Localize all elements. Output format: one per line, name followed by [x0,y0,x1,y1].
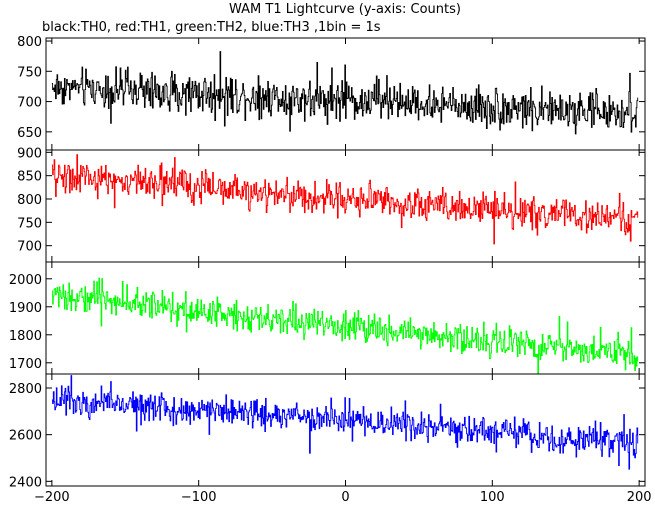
y-tick-label: 700 [17,96,42,111]
chart-title: WAM T1 Lightcurve (y-axis: Counts) [229,2,461,17]
x-tick-label: −100 [181,490,217,505]
y-tick-label: 750 [17,216,42,231]
panel-th0: 650 700 750 800 [17,35,646,151]
y-tick-label: 2600 [9,429,42,444]
x-tick-label: −200 [34,490,70,505]
series-th1-line [51,154,639,245]
y-tick-label: 2800 [9,382,42,397]
y-tick-label: 800 [17,193,42,208]
y-tick-label: 2400 [9,475,42,490]
panel-th3: 2400 2600 2800 [9,373,646,490]
y-tick-label: 750 [17,65,42,80]
y-tick-label: 1700 [9,357,42,372]
chart-subtitle: black:TH0, red:TH1, green:TH2, blue:TH3 … [42,20,381,35]
x-tick-label: 0 [341,490,349,505]
panel-th2: 1700 1800 1900 2000 [9,261,646,375]
y-tick-label: 900 [17,146,42,161]
x-axis: −200 −100 0 100 200 [34,490,652,505]
y-tick-label: 850 [17,170,42,185]
panels: 650 700 750 800 700 750 800 850 900 1700 1800 1900 2… [9,35,646,490]
series-th2-line [51,277,639,374]
x-tick-label: 100 [480,490,505,505]
y-tick-label: 2000 [9,273,42,288]
x-tick-label: 200 [627,490,652,505]
y-tick-label: 1900 [9,301,42,316]
y-tick-label: 650 [17,126,42,141]
series-th0-line [51,51,639,135]
series-th3-line [51,375,639,470]
panel-th1: 700 750 800 850 900 [17,146,646,263]
y-tick-label: 1800 [9,329,42,344]
y-tick-label: 800 [17,35,42,50]
y-tick-label: 700 [17,240,42,255]
